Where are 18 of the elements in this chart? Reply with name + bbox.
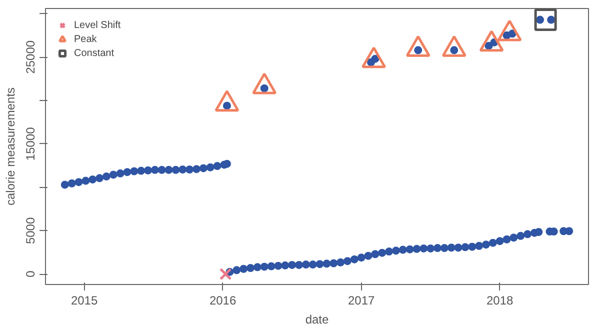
- x-tick-label: 2017: [348, 294, 375, 308]
- y-tick-label: 0: [24, 270, 38, 278]
- point: [547, 16, 556, 24]
- y-tick-label: 15000: [24, 126, 38, 161]
- y-tick-label: 5000: [24, 217, 38, 244]
- point: [222, 102, 231, 110]
- point: [534, 8, 557, 32]
- y-axis-title: calorie measurements: [4, 87, 18, 206]
- x-tick-label: 2016: [209, 294, 236, 308]
- x-tick-label: 2018: [486, 294, 514, 308]
- x-tick-label: 2015: [70, 294, 98, 308]
- y-tick-label: 25000: [24, 40, 38, 74]
- point: [260, 84, 268, 92]
- legend-label: Constant: [74, 47, 114, 59]
- legend-label: Level Shift: [74, 19, 121, 31]
- point: [536, 16, 544, 24]
- legend-label: Peak: [74, 33, 97, 45]
- x-axis-title: date: [305, 312, 330, 326]
